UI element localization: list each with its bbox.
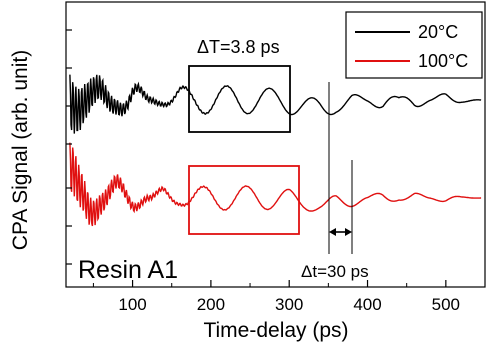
- x-axis-title: Time-delay (ps): [203, 319, 348, 342]
- x-tick-label: 500: [432, 295, 460, 314]
- series-line-20c: [69, 74, 482, 134]
- period-box-100c: [188, 165, 300, 235]
- legend-box: [345, 11, 483, 79]
- legend: 20°C 100°C: [345, 11, 483, 79]
- period-annotation: ΔT=3.8 ps: [197, 37, 280, 57]
- x-axis-ticks: 100 200 300 400 500: [92, 280, 486, 314]
- x-tick-label: 300: [275, 295, 303, 314]
- series-line-100c: [69, 142, 482, 227]
- y-axis-ticks: [66, 29, 72, 265]
- legend-label-20c: 20°C: [418, 22, 458, 42]
- shift-annotation: Δt=30 ps: [301, 262, 369, 281]
- sample-label: Resin A1: [78, 256, 178, 284]
- shift-arrowhead-left: [329, 228, 336, 236]
- x-tick-label: 200: [197, 295, 225, 314]
- period-box-20c: [188, 65, 291, 133]
- shift-arrowhead-right: [345, 228, 352, 236]
- legend-label-100c: 100°C: [418, 51, 468, 71]
- x-tick-label: 100: [118, 295, 146, 314]
- y-axis-title: CPA Signal (arb. unit): [9, 50, 32, 250]
- x-tick-label: 400: [353, 295, 381, 314]
